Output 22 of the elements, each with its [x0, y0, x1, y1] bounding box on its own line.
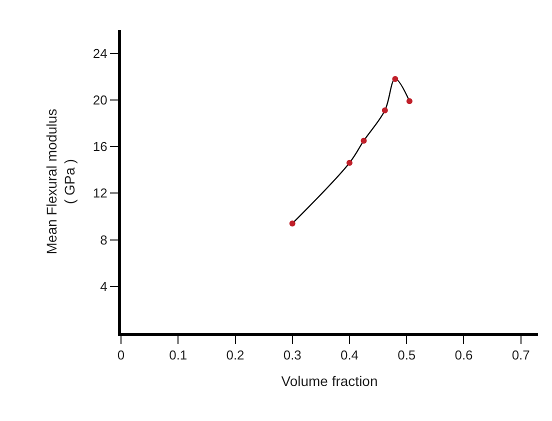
x-tick-label: 0.1: [169, 348, 188, 363]
y-tick-label: 4: [100, 278, 108, 294]
point: [289, 220, 296, 226]
x-tick-label: 0: [117, 348, 125, 363]
y-axis-title: Mean Flexural modulus ( GPa ): [43, 108, 78, 254]
x-tick-label: 0.7: [512, 348, 530, 363]
x-tick-label: 0.6: [454, 348, 473, 363]
point: [382, 107, 388, 114]
x-tick-label: 0.3: [283, 348, 302, 363]
point: [360, 138, 367, 144]
point: [406, 98, 412, 104]
x-axis-title: Volume fraction: [281, 372, 378, 389]
point: [346, 160, 352, 166]
x-tick-label: 0.5: [398, 348, 416, 363]
y-tick-label: 12: [92, 186, 108, 201]
x-tick-label: 0.4: [340, 348, 359, 363]
y-tick-label: 16: [92, 139, 108, 154]
y-tick-label: 20: [92, 92, 108, 108]
y-tick-label: 24: [92, 46, 108, 61]
y-tick-label: 8: [100, 232, 108, 248]
point: [392, 76, 398, 82]
x-tick-label: 0.2: [226, 348, 244, 363]
